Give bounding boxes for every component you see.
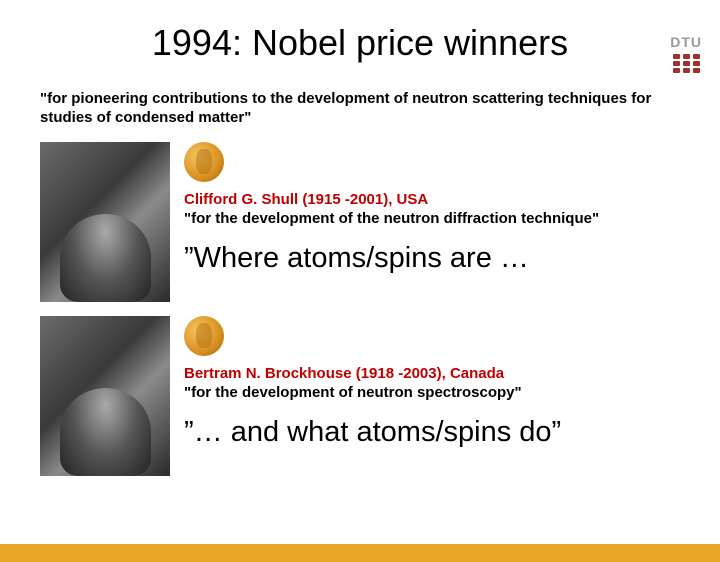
person-content: Bertram N. Brockhouse (1918 -2003), Cana… [184,316,680,476]
person-quote: ”Where atoms/spins are … [184,243,680,275]
person-name: Clifford G. Shull (1915 -2001), USA [184,190,680,210]
person-block-brockhouse: Bertram N. Brockhouse (1918 -2003), Cana… [40,316,680,476]
person-name: Bertram N. Brockhouse (1918 -2003), Cana… [184,364,680,384]
main-citation: "for pioneering contributions to the dev… [40,90,680,128]
person-quote: ”… and what atoms/spins do” [184,417,680,449]
person-block-shull: Clifford G. Shull (1915 -2001), USA "for… [40,142,680,302]
slide-title: 1994: Nobel price winners [0,22,720,64]
nobel-medal-icon [184,142,224,182]
dtu-logo: DTU [670,34,702,73]
person-citation: "for the development of neutron spectros… [184,383,680,403]
footer-bar [0,544,720,562]
person-citation: "for the development of the neutron diff… [184,209,680,229]
portrait-brockhouse [40,316,170,476]
logo-text: DTU [670,34,702,50]
nobel-medal-icon [184,316,224,356]
portrait-shull [40,142,170,302]
person-content: Clifford G. Shull (1915 -2001), USA "for… [184,142,680,302]
logo-dots-icon [673,54,700,73]
